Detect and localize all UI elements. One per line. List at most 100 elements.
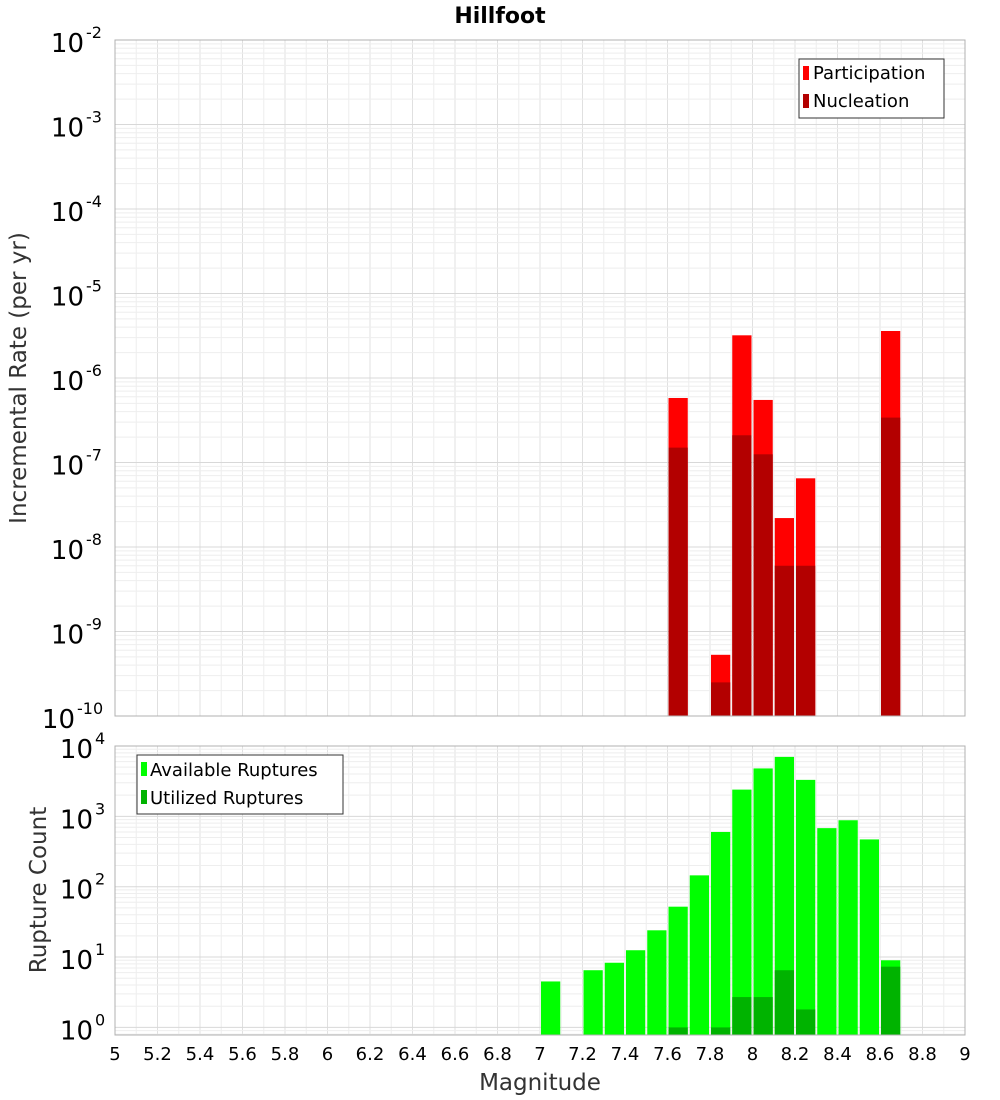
svg-text:10: 10: [51, 536, 84, 566]
rate-legend: Participation Nucleation: [798, 58, 945, 119]
svg-text:-5: -5: [86, 277, 102, 296]
magnitude-tick-label: 7: [534, 1044, 545, 1065]
magnitude-tick-label: 8: [747, 1044, 758, 1065]
legend-swatch-nucleation: [803, 94, 809, 108]
svg-text:10: 10: [51, 367, 84, 397]
rate-bar-nucleation: [796, 565, 816, 716]
rate-y-tick-label: 10 -8: [51, 530, 102, 566]
count-bars: [541, 756, 901, 1035]
magnitude-tick-label: 8.2: [781, 1044, 810, 1065]
svg-text:-8: -8: [86, 530, 102, 549]
rate-plot-frame: [114, 39, 966, 717]
svg-text:10: 10: [42, 705, 75, 735]
count-bar-available-ruptures: [859, 839, 879, 1035]
magnitude-tick-label: 6.6: [441, 1044, 470, 1065]
legend-swatch-participation: [803, 66, 809, 80]
legend-label-utilized: Utilized Ruptures: [150, 788, 303, 809]
legend-swatch-available: [141, 762, 147, 776]
svg-text:10: 10: [60, 876, 93, 906]
svg-text:10: 10: [51, 621, 84, 651]
magnitude-tick-label: 5.2: [143, 1044, 172, 1065]
svg-text:-6: -6: [86, 361, 102, 380]
svg-text:1: 1: [95, 940, 105, 959]
svg-text:-4: -4: [86, 192, 102, 211]
count-bar-utilized-ruptures: [668, 1027, 688, 1035]
svg-text:10: 10: [60, 735, 93, 765]
rate-bars: [668, 330, 901, 716]
rate-bar-nucleation: [668, 447, 688, 716]
magnitude-tick-label: 6: [322, 1044, 333, 1065]
magnitude-tick-label: 6.2: [356, 1044, 385, 1065]
count-bar-available-ruptures: [817, 828, 837, 1035]
count-bar-available-ruptures: [583, 970, 603, 1035]
svg-text:10: 10: [60, 946, 93, 976]
count-bar-utilized-ruptures: [881, 966, 901, 1035]
count-bar-available-ruptures: [838, 820, 858, 1035]
svg-text:-7: -7: [86, 446, 102, 465]
count-bar-available-ruptures: [711, 831, 731, 1035]
rate-y-tick-label: 10 -3: [51, 108, 102, 144]
magnitude-tick-label: 7.4: [611, 1044, 640, 1065]
rate-y-tick-label: 10 -6: [51, 361, 102, 397]
magnitude-tick-label: 5: [109, 1044, 120, 1065]
rate-y-tick-label: 10 -10: [42, 699, 103, 735]
legend-label-participation: Participation: [813, 63, 925, 84]
legend-label-nucleation: Nucleation: [813, 91, 909, 112]
count-y-tick-label: 10 2: [60, 870, 105, 906]
magnitude-tick-label: 8.4: [823, 1044, 852, 1065]
chart-title: Hillfoot: [454, 4, 546, 29]
count-y-tick-label: 10 0: [60, 1010, 105, 1046]
rate-y-axis-label: Incremental Rate (per yr): [6, 232, 32, 524]
svg-text:10: 10: [51, 452, 84, 482]
count-bar-available-ruptures: [647, 930, 667, 1035]
svg-text:10: 10: [51, 283, 84, 313]
magnitude-tick-label: 6.4: [398, 1044, 427, 1065]
svg-text:4: 4: [95, 729, 105, 748]
count-legend-box: [136, 754, 344, 815]
rate-legend-box: [798, 58, 945, 119]
count-bar-available-ruptures: [668, 906, 688, 1035]
count-y-tick-label: 10 1: [60, 940, 105, 976]
magnitude-tick-label: 9: [959, 1044, 970, 1065]
count-bar-utilized-ruptures: [796, 1009, 816, 1035]
magnitude-axis-label: Magnitude: [479, 1070, 601, 1096]
count-bar-utilized-ruptures: [753, 997, 773, 1035]
svg-text:0: 0: [95, 1010, 105, 1029]
magnitude-tick-label: 8.8: [908, 1044, 937, 1065]
count-bar-available-ruptures: [604, 962, 624, 1035]
count-legend: Available Ruptures Utilized Ruptures: [136, 754, 344, 815]
legend-swatch-utilized: [141, 790, 147, 804]
svg-text:-3: -3: [86, 108, 102, 127]
magnitude-tick-label: 7.8: [696, 1044, 725, 1065]
svg-text:10: 10: [51, 29, 84, 59]
count-y-tick-label: 10 3: [60, 799, 105, 835]
magnitude-tick-label: 7.6: [653, 1044, 682, 1065]
count-bar-available-ruptures: [774, 756, 794, 1035]
rate-bar-nucleation: [881, 417, 901, 716]
rate-bar-nucleation: [732, 435, 752, 716]
count-bar-available-ruptures: [753, 768, 773, 1035]
magnitude-tick-label: 5.8: [271, 1044, 300, 1065]
svg-text:10: 10: [51, 114, 84, 144]
magnitude-tick-label: 5.4: [186, 1044, 215, 1065]
magnitude-tick-labels: 5 5.2 5.4 5.6 5.8 6 6.2 6.4 6.6 6.8 7 7.2 7.4 7.6 7.8 8…: [109, 1044, 970, 1065]
count-bar-utilized-ruptures: [732, 997, 752, 1035]
count-bar-available-ruptures: [626, 950, 646, 1035]
rate-bar-nucleation: [774, 565, 794, 716]
count-bar-available-ruptures: [796, 779, 816, 1035]
rate-y-tick-label: 10 -9: [51, 615, 102, 651]
count-bar-utilized-ruptures: [774, 970, 794, 1035]
svg-text:-9: -9: [86, 615, 102, 634]
magnitude-tick-label: 5.6: [228, 1044, 257, 1065]
svg-text:-2: -2: [86, 23, 102, 42]
rate-bar-nucleation: [753, 454, 773, 716]
count-bar-available-ruptures: [689, 875, 709, 1035]
svg-text:10: 10: [60, 805, 93, 835]
svg-text:3: 3: [95, 799, 105, 818]
rate-y-tick-label: 10 -2: [51, 23, 102, 59]
